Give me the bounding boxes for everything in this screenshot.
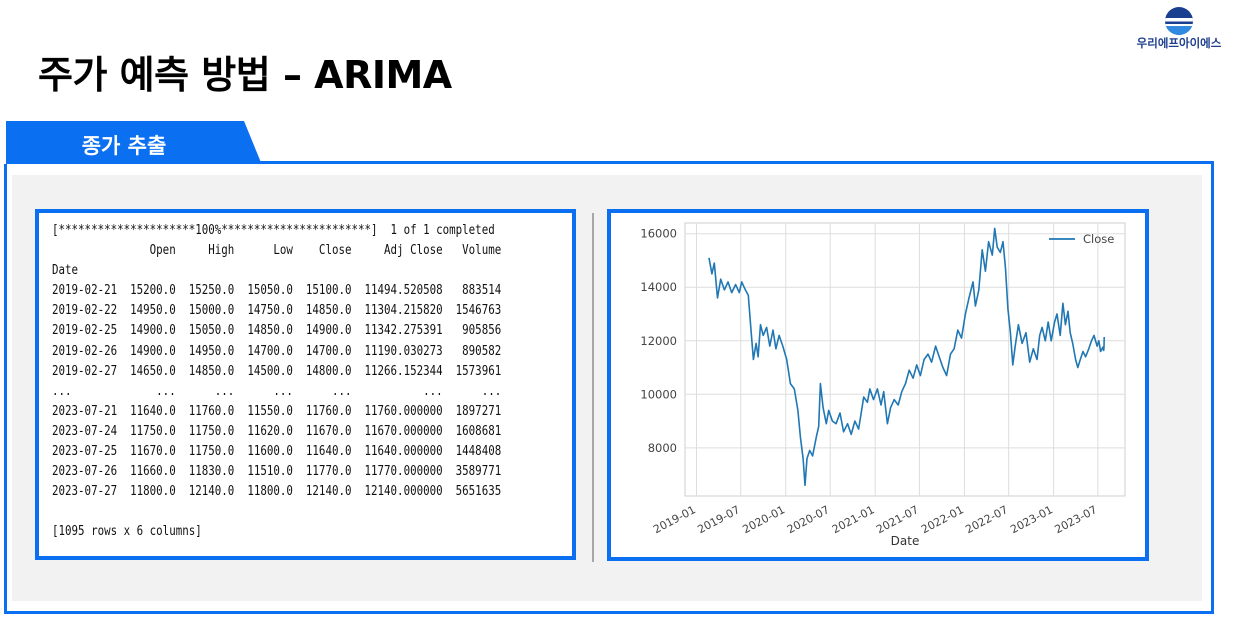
ellipsis-row: ... ... ... ... ... ... ... [52,383,502,399]
x-tick-label: 2023-07 [1053,503,1100,536]
panel-divider [592,213,594,562]
table-row: 2023-07-25 11670.0 11750.0 11600.0 11640… [52,444,502,460]
table-row: 2023-07-24 11750.0 11750.0 11620.0 11670… [52,423,502,439]
x-tick-label: 2022-07 [963,503,1010,536]
logo-emblem-icon [1165,7,1193,35]
x-tick-label: 2020-07 [785,503,832,536]
x-tick-label: 2022-01 [919,503,966,536]
chart-box: 8000 10000 12000 14000 16000 2019-01 2019-07 20… [607,209,1149,561]
progress-line: [*********************100%**************… [52,223,495,238]
x-tick-label: 2023-01 [1008,503,1055,536]
legend-label: Close [1083,232,1114,246]
logo-text: 우리에프아이에스 [1136,36,1222,50]
x-tick-label: 2021-07 [874,503,921,536]
table-row: 2019-02-26 14900.0 14950.0 14700.0 14700… [52,343,502,359]
blank-row [52,502,478,522]
company-logo: 우리에프아이에스 [1118,4,1240,54]
section-tab-label: 종가 추출 [81,134,167,158]
shape-line: [1095 rows x 6 columns] [52,524,202,540]
y-tick-label: 8000 [648,441,677,455]
y-tick-label: 10000 [640,387,677,401]
table-row: 2019-02-27 14650.0 14850.0 14500.0 14800… [52,363,502,379]
table-row: 2019-02-22 14950.0 15000.0 14750.0 14850… [52,303,502,319]
console-output-box: [*********************100%**************… [35,209,576,560]
dataframe-output: [*********************100%**************… [52,221,502,543]
x-tick-label: 2021-01 [830,503,877,536]
plot-area [684,222,1126,497]
index-name-row: Date [52,263,79,279]
x-tick-label: 2020-01 [740,503,787,536]
table-row: 2023-07-21 11640.0 11760.0 11550.0 11760… [52,403,502,419]
table-row: 2023-07-26 11660.0 11830.0 11510.0 11770… [52,464,502,480]
y-tick-label: 12000 [640,334,677,348]
table-row: 2023-07-27 11800.0 12140.0 11800.0 12140… [52,484,502,500]
x-tick-label: 2019-07 [695,503,742,536]
y-tick-label: 14000 [640,280,677,294]
table-row: 2019-02-21 15200.0 15250.0 15050.0 15100… [52,283,502,299]
table-row: 2019-02-25 14900.0 15050.0 14850.0 14900… [52,323,502,339]
page-title: 주가 예측 방법 – ARIMA [38,53,452,97]
close-series-line [708,227,1105,487]
tab-underline [258,161,1214,165]
y-tick-label: 16000 [640,227,677,241]
x-tick-label: 2019-01 [651,503,698,536]
x-axis-label: Date [891,534,920,548]
column-header-row: Open High Low Close Adj Close Volume [52,243,502,259]
section-tab: 종가 추출 [6,121,262,165]
close-price-line-chart: 8000100001200014000160002019-012019-0720… [640,222,1126,548]
